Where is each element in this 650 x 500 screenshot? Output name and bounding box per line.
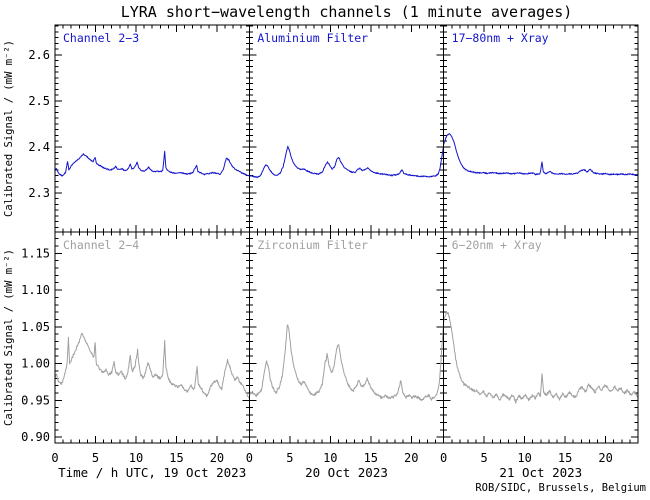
x-tick-label: 15 [169, 451, 183, 465]
y-axis-label: Calibrated Signal / (mW m⁻²) [3, 40, 15, 217]
data-line [444, 133, 638, 176]
x-tick-label: 5 [481, 451, 488, 465]
panel-axes [443, 231, 639, 444]
x-tick-label: 5 [286, 451, 293, 465]
panel-zirconium-filter: Zirconium Filter [248, 231, 445, 444]
x-tick-label: 10 [129, 451, 143, 465]
y-tick-label: 2.3 [28, 186, 50, 200]
x-axis-date-label: 20 Oct 2023 [305, 465, 388, 480]
panel-label: 17−80nm + Xray [452, 31, 549, 45]
panel-label: 6−20nm + Xray [452, 238, 542, 252]
data-line [249, 145, 444, 178]
panel-axes [54, 24, 250, 233]
data-line [444, 311, 638, 404]
x-axis-date-label: Time / h UTC, 19 Oct 2023 [58, 465, 246, 480]
x-tick-label: 20 [210, 451, 224, 465]
data-line [249, 321, 444, 401]
panel-channel-2-3: Channel 2−3 [54, 24, 250, 233]
y-tick-label: 2.4 [28, 140, 50, 154]
x-tick-label: 15 [558, 451, 572, 465]
panel-aluminium-filter: Aluminium Filter [248, 24, 445, 233]
x-tick-label: 15 [364, 451, 378, 465]
panel-17-80nm-xray: 17−80nm + Xray [443, 24, 639, 233]
panel-6-20nm-xray: 6−20nm + Xray [443, 231, 639, 444]
x-tick-label: 0 [51, 451, 58, 465]
x-axis-date-label: 21 Oct 2023 [499, 465, 582, 480]
y-axis-label: Calibrated Signal / (mW m⁻²) [3, 249, 15, 426]
x-tick-label: 10 [517, 451, 531, 465]
y-tick-label: 2.5 [28, 94, 50, 108]
y-tick-label: 0.95 [21, 393, 50, 407]
panel-axes [248, 231, 445, 444]
y-tick-label: 1.00 [21, 357, 50, 371]
x-tick-label: 10 [323, 451, 337, 465]
credit-text: ROB/SIDC, Brussels, Belgium [475, 482, 646, 494]
chart-title: LYRA short−wavelength channels (1 minute… [120, 3, 573, 21]
panel-label: Aluminium Filter [257, 31, 368, 45]
x-tick-label: 0 [246, 451, 253, 465]
x-tick-label: 5 [92, 451, 99, 465]
y-tick-label: 1.15 [21, 246, 50, 260]
y-tick-label: 0.90 [21, 430, 50, 444]
panel-label: Zirconium Filter [257, 238, 368, 252]
panel-axes [443, 24, 639, 233]
x-tick-label: 20 [598, 451, 612, 465]
axis-labels: Calibrated Signal / (mW m⁻²) 2.3 2.4 2.5 2.6… [3, 40, 613, 480]
panel-label: Channel 2−4 [63, 238, 139, 252]
panel-label: Channel 2−3 [63, 31, 139, 45]
data-line [55, 150, 249, 177]
y-tick-label: 1.05 [21, 320, 50, 334]
panel-channel-2-4: Channel 2−4 [54, 231, 250, 444]
data-line [55, 332, 249, 400]
y-tick-label: 2.6 [28, 48, 50, 62]
panel-axes [248, 24, 445, 233]
y-tick-label: 1.10 [21, 283, 50, 297]
x-tick-label: 0 [440, 451, 447, 465]
x-tick-label: 20 [404, 451, 418, 465]
